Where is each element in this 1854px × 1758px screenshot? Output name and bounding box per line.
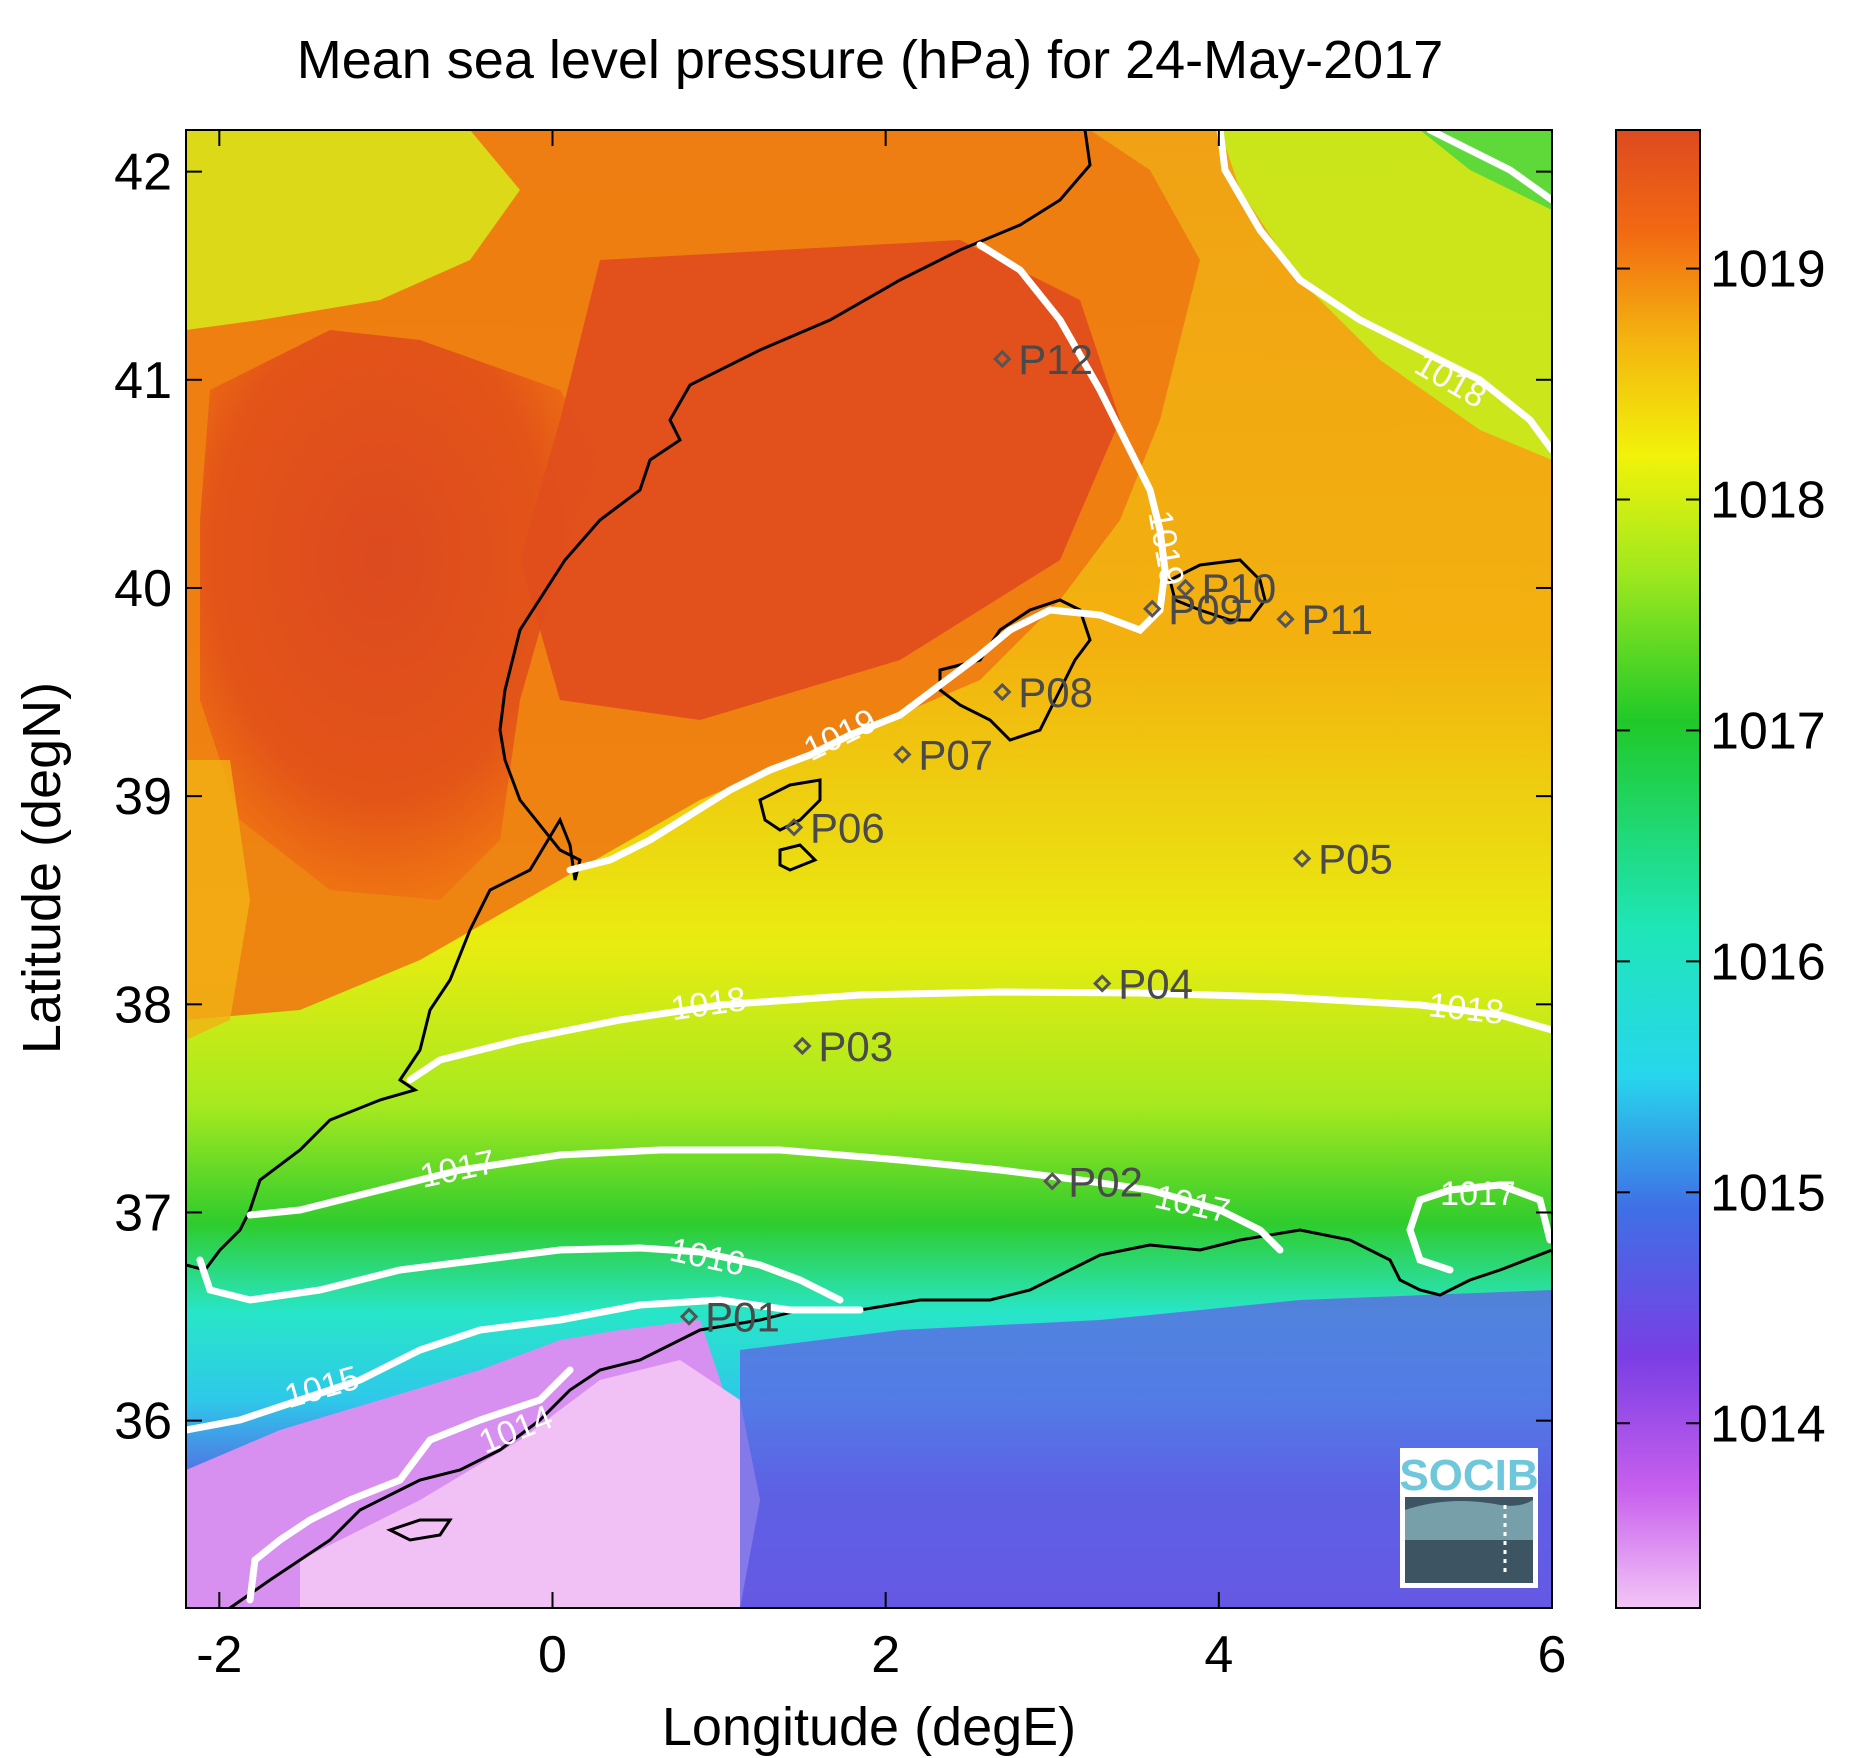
- station-marker-p02: [1043, 1172, 1062, 1191]
- africa-min-pressure: [300, 1360, 760, 1608]
- station-label-p05: P05: [1318, 836, 1393, 883]
- lat-tick-label: 36: [114, 1393, 172, 1451]
- station-label-p08: P08: [1018, 669, 1093, 716]
- nw-yellow-patch: [186, 130, 520, 330]
- station-label-p01: P01: [705, 1294, 780, 1341]
- colorbar-tick-label: 1016: [1710, 933, 1826, 991]
- sea-low-pressure: [740, 1290, 1552, 1608]
- lat-tick-label: 41: [114, 352, 172, 410]
- lat-tick-label: 42: [114, 144, 172, 202]
- contour-label-1018-southeast: 1018: [1427, 986, 1506, 1032]
- alboran-island-coastline: [386, 1518, 453, 1542]
- isobar-1015: [186, 1296, 864, 1434]
- station-label-p10: P10: [1202, 565, 1277, 612]
- logo-wave-icon: [1405, 1500, 1533, 1540]
- isobar-1016: [196, 1244, 844, 1304]
- station-label-p12: P12: [1018, 336, 1093, 383]
- isobar-1018-ne: [1426, 130, 1552, 204]
- isobars: [186, 130, 1552, 1604]
- colorbar-tick-label: 1018: [1710, 472, 1826, 530]
- isobar-1019: [566, 241, 1169, 874]
- station-label-p06: P06: [810, 804, 885, 851]
- station-label-p02: P02: [1068, 1158, 1143, 1205]
- lon-tick-label: 2: [871, 1626, 900, 1684]
- colorbar: [1615, 129, 1701, 1609]
- land-high-pressure: [200, 330, 600, 900]
- y-axis-label: Latitude (degN): [12, 682, 72, 1054]
- station-label-p07: P07: [918, 732, 993, 779]
- station-marker-p12: [993, 349, 1012, 369]
- logo-text: SOCIB: [1399, 1451, 1538, 1500]
- lat-tick-label: 40: [114, 560, 172, 618]
- station-label-p03: P03: [818, 1023, 893, 1070]
- station-label-p09: P09: [1168, 586, 1243, 633]
- colorbar-ticks: 1014 1015 1016 1017 1018 1019: [1616, 241, 1826, 1453]
- station-label-p11: P11: [1301, 596, 1373, 643]
- station-marker-p06: [784, 818, 804, 837]
- station-marker-p11: [1276, 610, 1295, 629]
- colorbar-tick-label: 1015: [1710, 1164, 1826, 1222]
- station-marker-p10: [1176, 578, 1195, 598]
- latitude-ticks: 36 37 38 39 40 41 42: [114, 144, 1552, 1451]
- isobar-labels: 1014 1015 1016 1017 1017 1017 1018 1018 …: [280, 345, 1515, 1461]
- contour-label-1017-east: 1017: [1440, 1175, 1516, 1213]
- mallorca-coastline: [938, 598, 1092, 742]
- station-marker-p05: [1292, 849, 1312, 868]
- isobar-1018-north: [1216, 130, 1552, 454]
- socib-logo: SOCIB: [1399, 1448, 1539, 1588]
- lon-tick-label: 0: [538, 1626, 567, 1684]
- colorbar-tick-label: 1017: [1710, 702, 1826, 760]
- isobar-1017: [246, 1146, 1284, 1254]
- ne-green-corner-inner: [1420, 130, 1552, 210]
- ibiza-coastline: [758, 778, 822, 832]
- chart-title: Mean sea level pressure (hPa) for 24-May…: [297, 30, 1444, 90]
- lat-tick-label: 39: [114, 768, 172, 826]
- station-label-p04: P04: [1118, 960, 1193, 1007]
- lon-tick-label: 6: [1538, 1626, 1567, 1684]
- map-axes-frame: [185, 129, 1553, 1609]
- isobar-1014: [246, 1366, 574, 1604]
- west-yellow-strip: [186, 760, 250, 1040]
- lat-tick-label: 38: [114, 976, 172, 1034]
- iberia-coastline: [186, 130, 1092, 1272]
- station-marker-p07: [893, 745, 912, 764]
- station-marker-p03: [793, 1036, 812, 1056]
- station-marker-p08: [993, 682, 1012, 702]
- isobar-1017-east: [1406, 1181, 1552, 1274]
- x-axis-label: Longitude (degE): [662, 1697, 1076, 1757]
- map-panel: 1014 1015 1016 1017 1017 1017 1018 1018 …: [186, 130, 1552, 1608]
- colorbar-tick-label: 1019: [1710, 241, 1826, 299]
- formentera-coastline: [778, 843, 818, 872]
- isobar-1018-south: [406, 988, 1552, 1084]
- menorca-coastline: [1168, 558, 1267, 622]
- station-marker-p04: [1093, 974, 1112, 993]
- ne-high-pressure: [520, 240, 1120, 720]
- colorbar-tick-label: 1014: [1710, 1395, 1826, 1453]
- station-marker-p09: [1143, 599, 1162, 618]
- station-marker-p01: [679, 1307, 699, 1326]
- longitude-ticks: -2 0 2 4 6: [196, 130, 1566, 1684]
- lat-tick-label: 37: [114, 1184, 172, 1242]
- lon-tick-label: 4: [1204, 1626, 1233, 1684]
- lon-tick-label: -2: [196, 1626, 242, 1684]
